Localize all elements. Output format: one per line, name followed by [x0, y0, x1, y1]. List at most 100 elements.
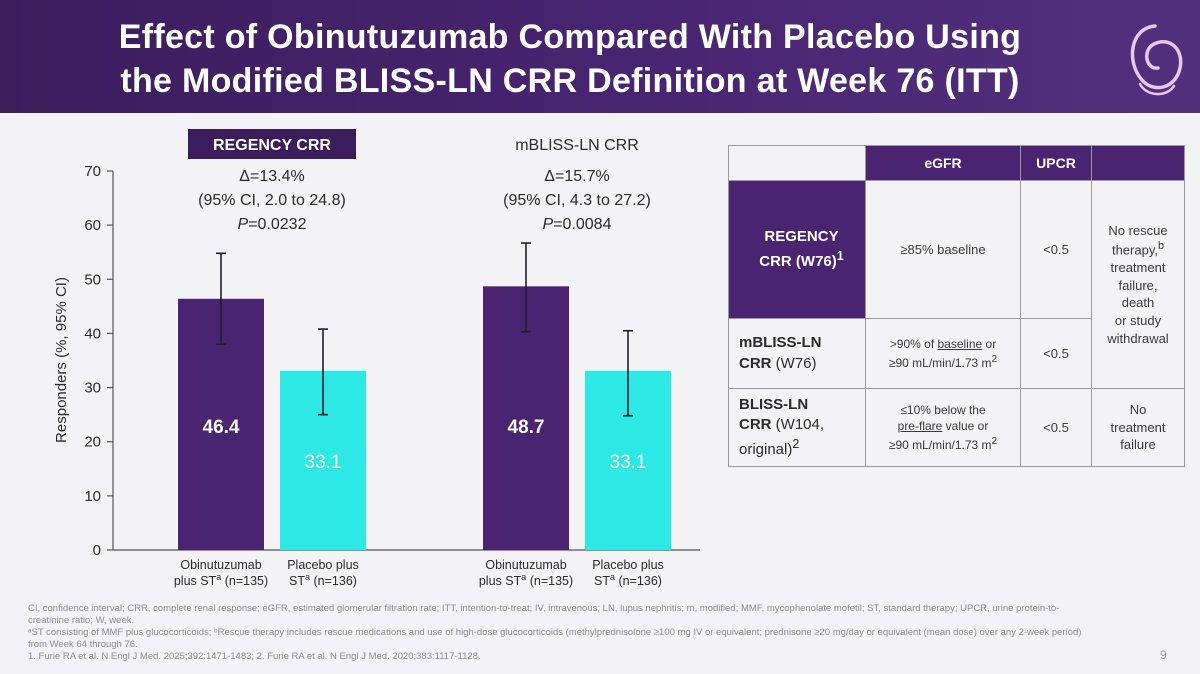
x-category-label: STa (n=136) [594, 572, 662, 588]
x-category-superscript: a [610, 572, 615, 582]
x-category-label: Obinutuzumab [485, 558, 566, 572]
row-label-line: original) [739, 440, 793, 458]
table-row-label-regency: REGENCY CRR (W76)1 [728, 180, 866, 319]
x-category-label: Obinutuzumab [180, 558, 261, 572]
x-category-part: (n=136) [615, 574, 662, 588]
x-category-part: ST [594, 574, 610, 588]
x-category-label: Placebo plus [592, 558, 664, 572]
x-category-superscript: a [521, 572, 526, 582]
table-cell-egfr-regency: ≥85% baseline [865, 180, 1021, 319]
delta-label: Δ=13.4% [239, 168, 304, 185]
y-tick-label: 70 [84, 163, 101, 180]
other-criteria-line: No [1129, 402, 1147, 418]
other-criteria-line: or study [1114, 312, 1162, 328]
other-criteria-line: failure [1120, 437, 1156, 453]
egfr-text: or [982, 337, 997, 352]
other-criteria-line: No rescue [1108, 222, 1168, 238]
p-value-label: P=0.0232 [238, 216, 307, 233]
ci-label: (95% CI, 2.0 to 24.8) [198, 192, 346, 209]
egfr-text: value or [942, 419, 989, 434]
table-header-upcr: UPCR [1020, 145, 1092, 181]
slide-title-line-1: Effect of Obinutuzumab Compared With Pla… [118, 18, 1022, 56]
footnote-definitions-cont: from Week 64 through 76. [28, 638, 138, 650]
y-tick-label: 10 [84, 488, 101, 505]
table-cell-other-regency-mbliss: No rescue therapy,b treatment failure, d… [1091, 180, 1185, 389]
other-criteria-line: therapy, [1111, 242, 1158, 258]
x-category-part: plus ST [479, 574, 522, 588]
p-symbol: P [238, 216, 249, 233]
data-label: 48.7 [508, 417, 545, 438]
ci-label: (95% CI, 4.3 to 27.2) [503, 192, 651, 209]
egfr-superscript: 2 [991, 353, 998, 365]
x-category-label: plus STa (n=135) [174, 572, 268, 588]
x-category-part: plus ST [174, 574, 217, 588]
data-label: 33.1 [305, 452, 342, 473]
x-category-label: Placebo plus [287, 558, 359, 572]
x-category-label: STa (n=136) [289, 572, 357, 588]
egfr-text-underlined: baseline [937, 337, 983, 352]
x-category-label: plus STa (n=135) [479, 572, 573, 588]
row-label-line: CRR (W76) [759, 252, 837, 270]
footnotes: CI, confidence interval; CRR, complete r… [28, 603, 1168, 662]
footnote-definitions: ᵃST consisting of MMF plus glucocorticoi… [28, 626, 1082, 638]
x-category-part: (n=136) [310, 574, 357, 588]
p-symbol: P [543, 216, 554, 233]
group-title: mBLISS-LN CRR [515, 137, 639, 154]
company-logo-icon [1130, 24, 1183, 96]
x-category-superscript: a [216, 572, 221, 582]
table-header-other [1091, 145, 1185, 181]
y-axis-label: Responders (%, 95% CI) [53, 277, 70, 443]
row-label-line: (W104, [771, 416, 825, 434]
egfr-text: ≥90 mL/min/1.73 m [888, 437, 992, 452]
egfr-text: ≥90 mL/min/1.73 m [888, 355, 992, 370]
table-cell-egfr-bliss: ≤10% below the pre-flare value or ≥90 mL… [865, 388, 1021, 467]
table-corner-cell [728, 145, 866, 181]
y-tick-label: 0 [93, 542, 101, 559]
table-row-label-mbliss: mBLISS-LN CRR (W76) [728, 318, 866, 389]
table-cell-upcr-regency: <0.5 [1020, 180, 1092, 319]
footnote-abbreviations-cont: creatinine ratio; W, week. [28, 614, 135, 626]
row-label-line: CRR [739, 354, 772, 372]
x-category-part: (n=135) [526, 574, 573, 588]
y-tick-label: 20 [84, 434, 101, 451]
row-label-superscript: 2 [792, 436, 800, 451]
table-cell-upcr-bliss: <0.5 [1020, 388, 1092, 467]
other-criteria-superscript: b [1157, 240, 1165, 253]
other-criteria-line: treatment [1110, 419, 1166, 435]
row-label-line: BLISS-LN [739, 396, 809, 414]
row-label-line: mBLISS-LN [739, 334, 822, 352]
row-label-line: REGENCY [764, 228, 839, 246]
table-header-egfr: eGFR [865, 145, 1021, 181]
other-criteria-line: withdrawal [1107, 330, 1169, 346]
row-label-line: CRR [739, 416, 772, 434]
x-category-superscript: a [305, 572, 310, 582]
other-criteria-line: treatment [1110, 260, 1166, 276]
group-title: REGENCY CRR [213, 137, 331, 154]
other-criteria-line: failure, [1118, 277, 1158, 293]
slide-title-line-2: the Modified BLISS-LN CRR Definition at … [120, 62, 1020, 100]
group-title-badge [188, 129, 356, 159]
data-label: 33.1 [610, 452, 647, 473]
egfr-superscript: 2 [991, 435, 998, 447]
table-cell-other-bliss: No treatment failure [1091, 388, 1185, 467]
bar-chart: 0 10 20 30 40 50 60 70 Responders (%, 95% CI) REG… [53, 129, 700, 588]
footnote-references: 1. Furie RA et al. N Engl J Med. 2025;39… [28, 650, 481, 662]
egfr-text: ≤10% below the [900, 403, 986, 418]
table-cell-egfr-mbliss: >90% of baseline or ≥90 mL/min/1.73 m2 [865, 318, 1021, 389]
y-tick-label: 40 [84, 325, 101, 342]
y-tick-label: 50 [84, 271, 101, 288]
page-number: 9 [1160, 648, 1167, 662]
crr-definition-table: eGFR UPCR REGENCY CRR (W76)1 ≥85% baseli… [728, 145, 1185, 467]
p-value: =0.0232 [248, 216, 306, 233]
table-cell-upcr-mbliss: <0.5 [1020, 318, 1092, 389]
delta-label: Δ=15.7% [544, 168, 609, 185]
footnote-abbreviations: CI, confidence interval; CRR, complete r… [28, 603, 1060, 614]
p-value-label: P=0.0084 [543, 216, 612, 233]
row-label-superscript: 1 [836, 248, 844, 263]
egfr-text: >90% of [889, 337, 938, 352]
y-tick-label: 60 [84, 217, 101, 234]
row-label-line: (W76) [771, 354, 817, 372]
p-value: =0.0084 [553, 216, 611, 233]
table-row-label-bliss: BLISS-LN CRR (W104, original)2 [728, 388, 866, 467]
